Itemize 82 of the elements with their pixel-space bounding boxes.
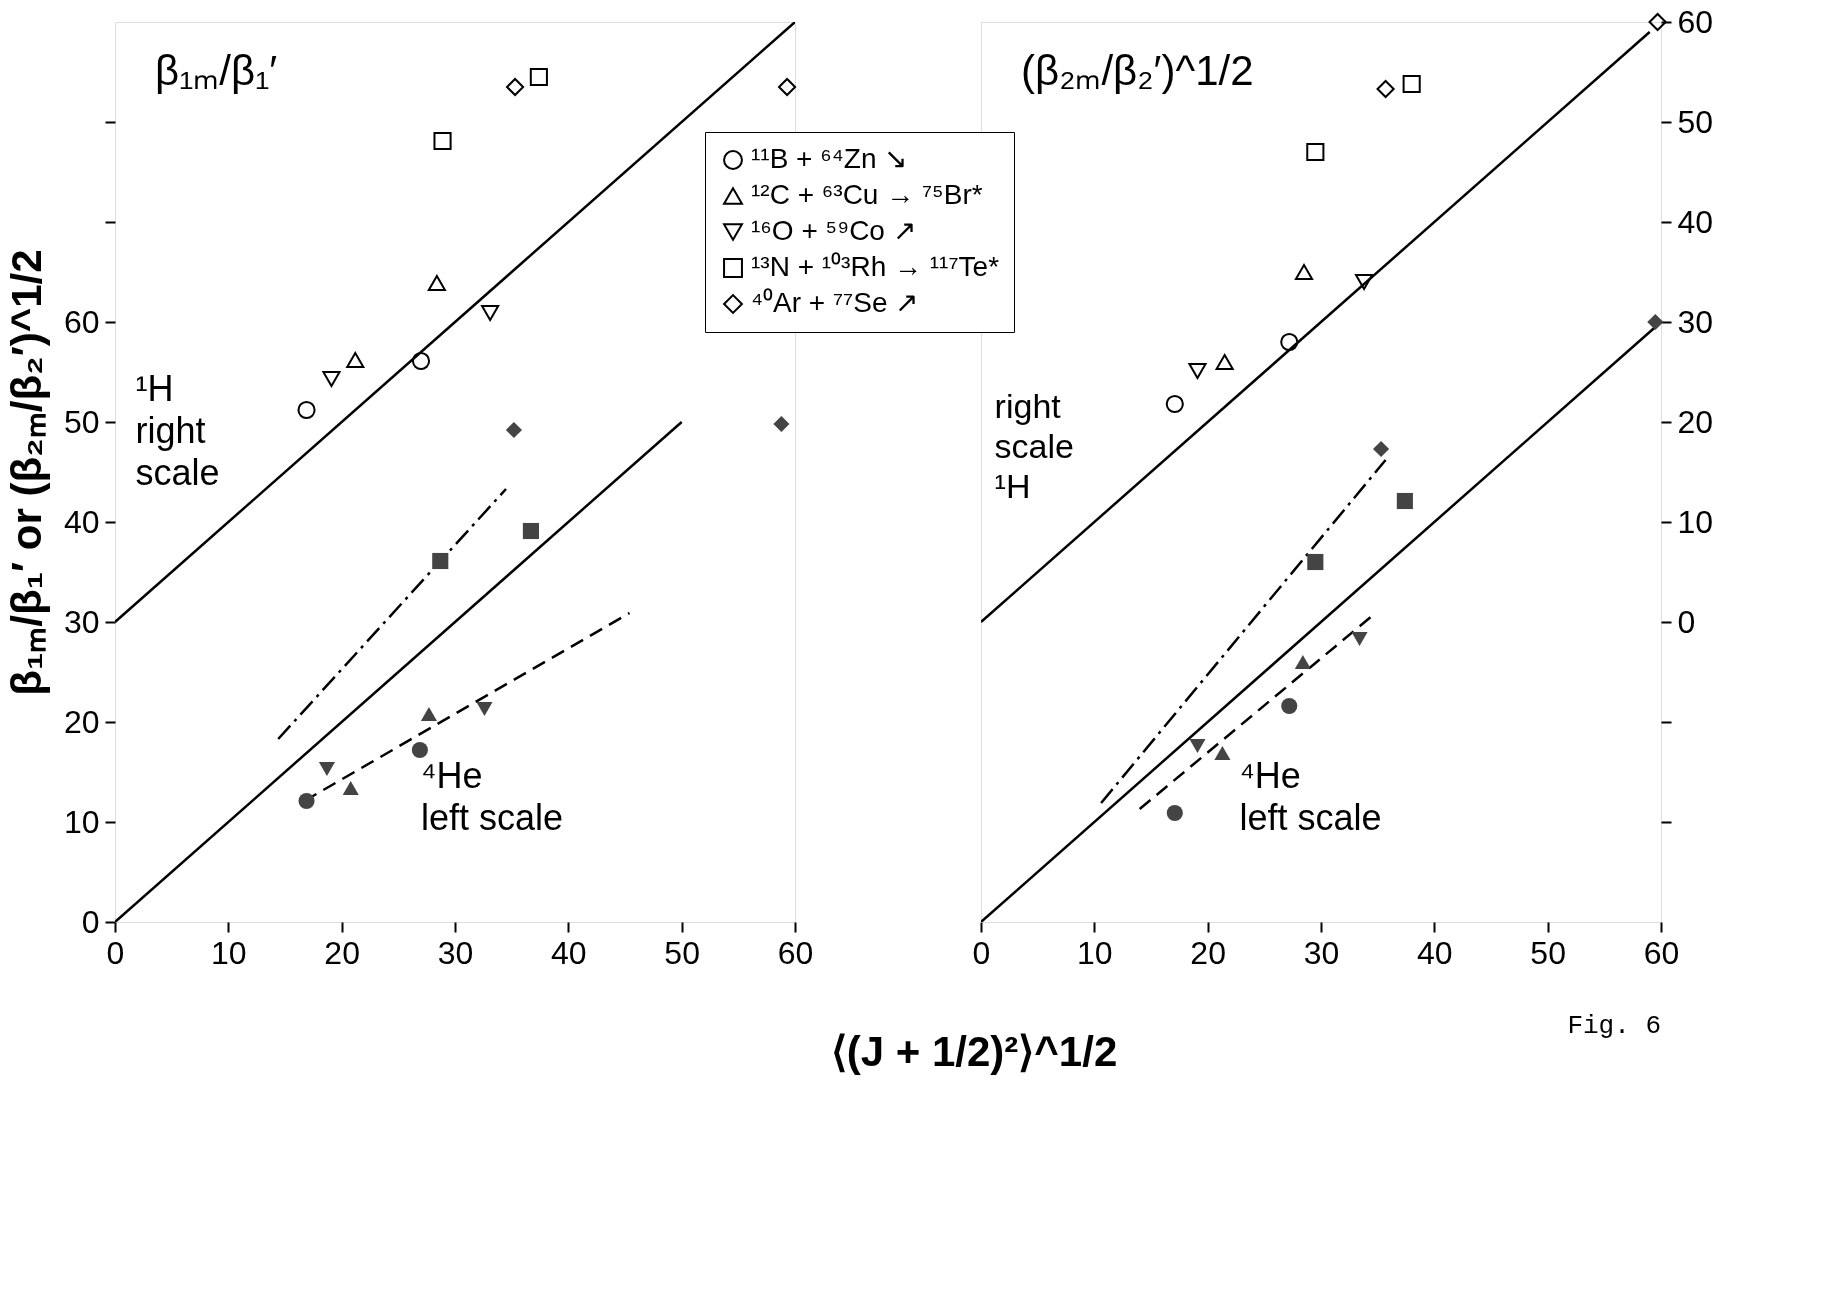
y-tick-label: 10 <box>63 803 100 840</box>
point <box>506 77 525 97</box>
point <box>411 741 428 759</box>
y-tick-label: 60 <box>63 303 100 340</box>
text: (β₂ₘ/β₂′)^1/2 <box>1021 47 1254 94</box>
x-tick-label: 30 <box>437 934 474 971</box>
point <box>529 67 548 87</box>
x-tick-label: 0 <box>972 934 991 971</box>
y-tick-label: 20 <box>63 703 100 740</box>
point <box>476 702 493 716</box>
y-tick-label: 30 <box>63 603 100 640</box>
point <box>297 400 316 420</box>
point <box>1307 553 1324 571</box>
legend-label: ⁴⁰Ar + ⁷⁷Se ↗ <box>751 287 919 318</box>
point <box>481 305 500 321</box>
annotation: ⁴He left scale <box>421 755 564 838</box>
point <box>1648 12 1667 32</box>
x-tick-label: 40 <box>1417 934 1453 971</box>
point <box>1294 264 1314 280</box>
point <box>1165 394 1184 414</box>
legend-label: ¹¹B + ⁶⁴Zn ↘ <box>751 143 908 174</box>
y2-tick-label: 0 <box>1677 603 1696 640</box>
point <box>298 792 315 810</box>
point <box>1376 79 1395 99</box>
point <box>1373 440 1390 458</box>
point <box>1647 313 1664 331</box>
legend-label: ¹³N + ¹⁰³Rh → ¹¹⁷Te* <box>751 251 1000 282</box>
point <box>1189 739 1206 753</box>
point <box>433 131 452 151</box>
x-tick-label: 60 <box>1643 934 1680 971</box>
y2-tick-label: 20 <box>1677 403 1714 440</box>
y2-tick-label: 50 <box>1677 103 1714 140</box>
caption: Fig. 6 <box>1567 1011 1661 1041</box>
x-tick-label: 40 <box>551 934 587 971</box>
point <box>1166 804 1183 822</box>
point <box>1214 746 1231 760</box>
y-tick-label: 0 <box>81 903 100 940</box>
point <box>1280 332 1299 352</box>
y2-tick-label: 40 <box>1677 203 1714 240</box>
x-tick-label: 60 <box>777 934 814 971</box>
point <box>1215 354 1234 370</box>
point <box>318 762 335 776</box>
point <box>773 415 790 433</box>
y2-tick-label: 30 <box>1677 303 1714 340</box>
y-axis-title: β₁ₘ/β₁′ or (β₂ₘ/β₂′)^1/2 <box>2 249 50 696</box>
point <box>432 552 449 570</box>
y2-tick-label: 10 <box>1677 503 1714 540</box>
y-tick-label: 50 <box>63 403 100 440</box>
point <box>522 522 539 540</box>
x-tick-label: 30 <box>1303 934 1340 971</box>
point <box>346 352 365 368</box>
point <box>1294 655 1311 669</box>
annotation: right scale ¹H <box>994 387 1074 505</box>
legend-label: ¹⁶O + ⁵⁹Co ↗ <box>751 215 916 246</box>
x-tick-label: 10 <box>1077 934 1113 971</box>
point <box>1281 697 1298 715</box>
y-tick-label: 40 <box>63 503 100 540</box>
x-tick-label: 10 <box>211 934 247 971</box>
point <box>1396 492 1413 510</box>
point <box>420 707 437 721</box>
point <box>778 77 797 97</box>
x-tick-label: 20 <box>324 934 360 971</box>
point <box>1306 142 1325 162</box>
x-axis-title: ⟨(J + 1/2)²⟩^1/2 <box>830 1027 1118 1075</box>
y2-tick-label: 60 <box>1677 3 1714 40</box>
point <box>505 421 522 439</box>
legend-label: ¹²C + ⁶³Cu → ⁷⁵Br* <box>751 179 983 210</box>
text: β₁ₘ/β₁′ <box>155 47 278 94</box>
point <box>1351 632 1368 646</box>
annotation: ⁴He left scale <box>1239 755 1382 838</box>
annotation: ¹H right scale <box>135 368 220 493</box>
point <box>427 275 446 291</box>
point <box>342 781 359 795</box>
x-tick-label: 50 <box>664 934 700 971</box>
x-tick-label: 20 <box>1190 934 1226 971</box>
point <box>1188 363 1207 379</box>
point <box>1355 274 1374 290</box>
point <box>411 351 431 371</box>
point <box>322 371 341 387</box>
x-tick-label: 0 <box>106 934 125 971</box>
point <box>1402 74 1421 94</box>
x-tick-label: 50 <box>1530 934 1566 971</box>
